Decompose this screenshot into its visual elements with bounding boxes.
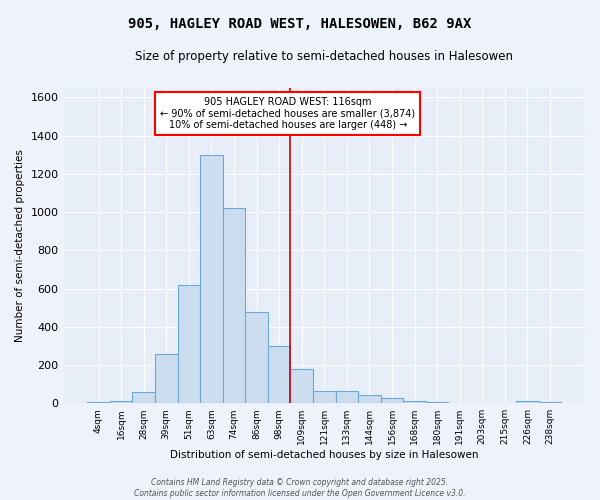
Text: Contains HM Land Registry data © Crown copyright and database right 2025.
Contai: Contains HM Land Registry data © Crown c… <box>134 478 466 498</box>
Bar <box>200 154 223 403</box>
Bar <box>358 394 381 403</box>
Bar <box>539 402 561 403</box>
Bar <box>110 402 133 403</box>
Bar <box>87 402 110 403</box>
Bar <box>290 369 313 403</box>
Bar <box>178 284 200 403</box>
Bar <box>245 312 268 403</box>
Y-axis label: Number of semi-detached properties: Number of semi-detached properties <box>15 149 25 342</box>
Bar <box>268 346 290 403</box>
Text: 905, HAGLEY ROAD WEST, HALESOWEN, B62 9AX: 905, HAGLEY ROAD WEST, HALESOWEN, B62 9A… <box>128 18 472 32</box>
Bar <box>223 208 245 403</box>
Title: Size of property relative to semi-detached houses in Halesowen: Size of property relative to semi-detach… <box>135 50 513 63</box>
Bar <box>313 391 335 403</box>
Bar <box>516 402 539 403</box>
X-axis label: Distribution of semi-detached houses by size in Halesowen: Distribution of semi-detached houses by … <box>170 450 479 460</box>
Bar <box>335 391 358 403</box>
Bar <box>448 402 471 403</box>
Bar <box>133 392 155 403</box>
Text: 905 HAGLEY ROAD WEST: 116sqm
← 90% of semi-detached houses are smaller (3,874)
1: 905 HAGLEY ROAD WEST: 116sqm ← 90% of se… <box>160 97 415 130</box>
Bar <box>381 398 403 403</box>
Bar <box>155 354 178 403</box>
Bar <box>426 402 448 403</box>
Bar <box>403 402 426 403</box>
